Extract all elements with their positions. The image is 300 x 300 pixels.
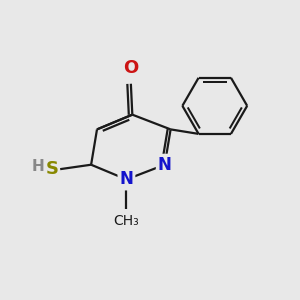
Text: N: N [119,170,134,188]
Text: CH₃: CH₃ [114,214,139,228]
Text: N: N [158,156,172,174]
Text: S: S [46,160,59,178]
Text: O: O [123,59,139,77]
Text: H: H [31,159,44,174]
